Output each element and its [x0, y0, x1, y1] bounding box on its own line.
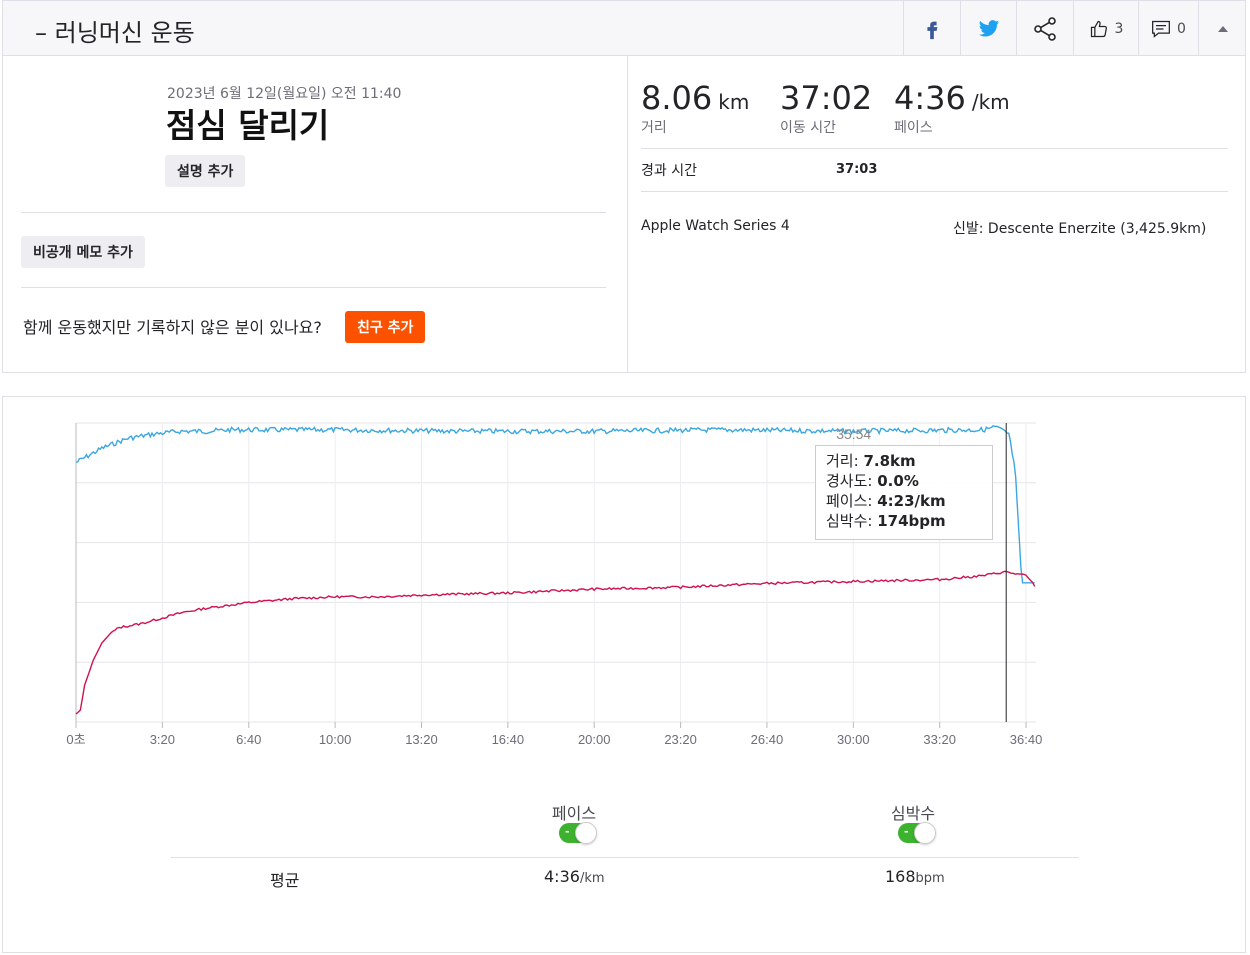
pace-value: 4:36	[894, 79, 966, 117]
kudos-button[interactable]: 3	[1073, 1, 1138, 57]
distance-stat: 8.06 km 거리	[641, 79, 749, 137]
twitter-share-button[interactable]	[960, 1, 1016, 57]
toggle-knob	[914, 822, 936, 844]
average-pace-unit: /km	[579, 871, 605, 886]
chart-tooltip: 거리: 7.8km 경사도: 0.0% 페이스: 4:23/km 심박수: 17…	[815, 445, 993, 540]
tooltip-distance: 7.8km	[863, 452, 916, 470]
activity-name[interactable]: 점심 달리기	[166, 106, 330, 145]
friends-prompt: 함께 운동했지만 기록하지 않은 분이 있나요?	[23, 318, 322, 337]
x-tick-label: 36:40	[1010, 732, 1043, 747]
divider	[21, 287, 606, 288]
x-tick-label: 3:20	[150, 732, 175, 747]
share-button[interactable]	[1016, 1, 1073, 57]
x-tick-label: 0초	[66, 732, 85, 747]
moving-time-value: 37:02	[780, 79, 873, 117]
pace-label: 페이스	[894, 120, 933, 136]
elapsed-time-label: 경과 시간	[641, 163, 697, 179]
x-tick-label: 16:40	[492, 732, 525, 747]
share-icon	[1034, 17, 1056, 41]
column-divider	[627, 56, 628, 372]
x-tick-label: 6:40	[236, 732, 261, 747]
comment-count: 0	[1177, 21, 1186, 37]
legend-hr-label: 심박수	[890, 804, 936, 823]
comment-button[interactable]: 0	[1138, 1, 1198, 57]
pace-stat: 4:36/km 페이스	[894, 79, 1010, 137]
tooltip-grade-label: 경사도:	[826, 472, 873, 490]
caret-up-icon	[1217, 26, 1228, 32]
facebook-share-button[interactable]	[903, 1, 960, 57]
distance-value: 8.06	[641, 79, 713, 117]
tooltip-grade: 0.0%	[877, 472, 919, 490]
x-tick-label: 33:20	[923, 732, 956, 747]
activity-type-title: – 러닝머신 운동	[35, 19, 195, 47]
comment-icon	[1152, 20, 1170, 38]
pace-toggle[interactable]: -	[559, 822, 597, 844]
x-tick-label: 10:00	[319, 732, 352, 747]
moving-time-stat: 37:02 이동 시간	[780, 79, 872, 137]
toggle-knob	[575, 822, 597, 844]
facebook-icon	[927, 21, 938, 40]
x-tick-label: 20:00	[578, 732, 611, 747]
elapsed-time-value: 37:03	[836, 162, 878, 177]
tooltip-pace-label: 페이스:	[826, 492, 873, 510]
x-tick-label: 23:20	[664, 732, 697, 747]
average-hr-unit: bpm	[915, 871, 945, 886]
activity-header: – 러닝머신 운동 3 0	[2, 0, 1246, 57]
activity-date: 2023년 6월 12일(월요일) 오전 11:40	[167, 86, 402, 102]
twitter-icon	[978, 20, 999, 37]
analysis-chart-card: 0초 3:20 6:40 10:00 13:20 16:40 20:00 23:20 26:40…	[2, 396, 1246, 953]
legend-pace-label: 페이스	[551, 804, 597, 823]
x-tick-label: 30:00	[837, 732, 870, 747]
toggle-mark: -	[565, 825, 570, 838]
toggle-mark: -	[904, 825, 909, 838]
tooltip-pace: 4:23/km	[877, 492, 946, 510]
add-private-note-button[interactable]: 비공개 메모 추가	[21, 236, 145, 268]
activity-summary: 2023년 6월 12일(월요일) 오전 11:40 점심 달리기 설명 추가 …	[2, 55, 1246, 373]
pace-unit: /km	[971, 90, 1010, 114]
average-heart-rate: 168bpm	[885, 867, 945, 886]
divider	[641, 148, 1228, 149]
tooltip-hr-label: 심박수:	[826, 512, 873, 530]
thumbs-up-icon	[1090, 20, 1107, 38]
average-label: 평균	[270, 871, 300, 890]
average-pace: 4:36/km	[544, 867, 605, 886]
add-friends-button[interactable]: 친구 추가	[345, 311, 426, 343]
cursor-time-label: 35:54	[836, 426, 871, 442]
average-hr-value: 168	[885, 867, 916, 886]
x-tick-label: 26:40	[751, 732, 784, 747]
x-tick-label: 13:20	[405, 732, 438, 747]
device-name: Apple Watch Series 4	[641, 218, 790, 234]
divider	[171, 857, 1079, 858]
pace-heart-rate-chart[interactable]: 0초 3:20 6:40 10:00 13:20 16:40 20:00 23:20 26:40…	[3, 397, 1245, 757]
heart-rate-toggle[interactable]: -	[898, 822, 936, 844]
kudos-count: 3	[1114, 21, 1124, 37]
distance-unit: km	[718, 90, 750, 114]
pace-series-line	[75, 424, 1035, 584]
tooltip-heart-rate: 174bpm	[877, 512, 946, 530]
shoes-info[interactable]: 신발: Descente Enerzite (3,425.9km)	[953, 221, 1207, 237]
divider	[641, 191, 1228, 192]
add-description-button[interactable]: 설명 추가	[165, 155, 246, 187]
collapse-button[interactable]	[1198, 1, 1246, 57]
average-pace-value: 4:36	[544, 867, 580, 886]
moving-time-label: 이동 시간	[780, 120, 836, 136]
heart-rate-series-line	[75, 570, 1036, 715]
distance-label: 거리	[641, 120, 667, 136]
tooltip-distance-label: 거리:	[826, 452, 859, 470]
divider	[21, 212, 606, 213]
